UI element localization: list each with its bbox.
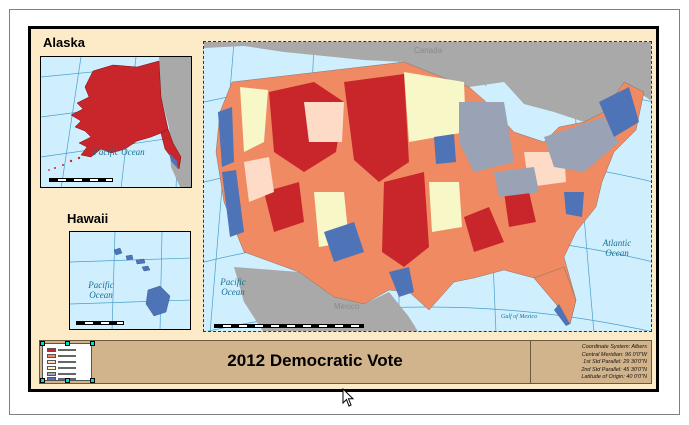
gulf-of-mexico-label: Gulf of Mexico (501, 314, 537, 320)
legend-swatch (47, 371, 56, 376)
legend[interactable] (42, 343, 92, 381)
alaska-blue-region (169, 153, 178, 169)
hawaii-title: Hawaii (67, 211, 109, 226)
legend-swatch (47, 376, 56, 381)
gray-blue-regions (459, 102, 619, 197)
atlantic-ocean-label: Atlantic Ocean (602, 238, 632, 258)
alaska-inset[interactable]: Pacific Ocean (40, 56, 192, 188)
legend-swatch (47, 359, 56, 364)
hawaii-inset[interactable]: Pacific Ocean (69, 231, 191, 330)
alaska-panhandle (160, 128, 182, 170)
main-scalebar (214, 324, 364, 328)
selection-handle-bottom[interactable] (65, 378, 70, 383)
hawaii-scalebar (76, 321, 124, 325)
projection-line: 2nd Std Parallel: 45 30'0"N (581, 366, 647, 373)
alaska-scalebar (49, 178, 113, 182)
legend-swatch (47, 353, 56, 358)
main-map-canvas (204, 42, 651, 331)
blue-regions (218, 87, 639, 297)
alaska-map (41, 57, 191, 187)
projection-line: Coordinate System: Albers (581, 344, 647, 350)
mexico-label: Mexico (334, 302, 360, 311)
canada-land (204, 42, 651, 122)
legend-item (47, 353, 76, 358)
canada-land-alaska (159, 57, 191, 187)
selection-handle-bottom-left[interactable] (40, 378, 45, 383)
mexico-land (234, 267, 418, 331)
selection-handle-top-right[interactable] (90, 341, 95, 346)
florida (533, 266, 577, 325)
canada-label: Canada (414, 46, 443, 55)
legend-swatch (47, 347, 56, 352)
legend-item (47, 347, 76, 352)
contiguous-us-map[interactable]: Canada Mexico Pacific Ocean Atlantic Oce… (203, 41, 652, 332)
hawaii-map (70, 232, 190, 329)
projection-line: Latitude of Origin: 40 0'0"N (581, 374, 647, 380)
selection-handle-top[interactable] (65, 341, 70, 346)
legend-item (47, 371, 76, 376)
selection-handle-bottom-right[interactable] (90, 378, 95, 383)
projection-line: 1st Std Parallel: 29 30'0"N (583, 359, 647, 365)
alaska-land (70, 60, 169, 158)
map-layout[interactable]: Alaska Pacific Ocean Hawaii (28, 26, 659, 392)
legend-item (47, 365, 76, 370)
selection-handle-top-left[interactable] (40, 341, 45, 346)
projection-line: Central Meridian: 96 0'0"W (581, 351, 647, 358)
hawaii-graticule (70, 232, 190, 329)
projection-info: Coordinate System: Albers Central Meridi… (530, 341, 651, 383)
florida-south (554, 304, 570, 326)
hawaii-ocean-label: Pacific Ocean (88, 280, 114, 300)
title-panel: 2012 Democratic Vote Coordinate System: … (39, 340, 652, 384)
map-title: 2012 Democratic Vote (227, 351, 403, 370)
alaska-title: Alaska (43, 35, 85, 50)
hawaii-islands (113, 247, 171, 317)
aleutian-islands (48, 156, 81, 171)
mouse-pointer-icon (342, 388, 355, 407)
legend-item (47, 376, 76, 381)
legend-item (47, 359, 76, 364)
alaska-ocean-label: Pacific Ocean (93, 147, 145, 157)
pacific-ocean-label: Pacific Ocean (220, 277, 246, 297)
legend-swatch (47, 365, 56, 370)
